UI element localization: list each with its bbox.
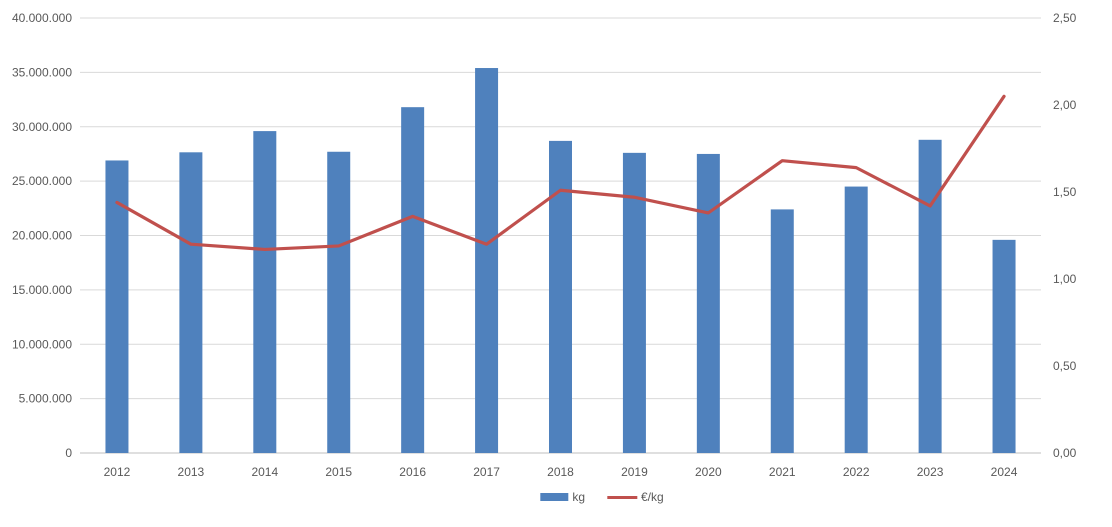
bar-2020 — [696, 153, 720, 453]
right-axis-tick-label: 2,50 — [1053, 11, 1077, 25]
x-axis-label-2018: 2018 — [547, 465, 574, 479]
bar-2014 — [253, 131, 277, 453]
right-axis-tick-label: 1,00 — [1053, 272, 1077, 286]
left-axis-tick-label: 20.000.000 — [12, 229, 72, 243]
right-axis-tick-label: 2,00 — [1053, 98, 1077, 112]
x-axis-label-2016: 2016 — [399, 465, 426, 479]
left-axis-tick-label: 15.000.000 — [12, 283, 72, 297]
kg-series-swatch — [540, 493, 569, 501]
x-axis-label-2015: 2015 — [325, 465, 352, 479]
legend-label-kg: kg — [572, 490, 585, 504]
x-axis-label-2023: 2023 — [917, 465, 944, 479]
bar-2023 — [918, 139, 942, 454]
x-axis-label-2024: 2024 — [991, 465, 1018, 479]
bar-2022 — [844, 186, 868, 453]
left-axis-tick-label: 30.000.000 — [12, 120, 72, 134]
left-axis-tick-label: 10.000.000 — [12, 337, 72, 351]
right-axis-tick-label: 0,50 — [1053, 359, 1077, 373]
x-axis-label-2012: 2012 — [104, 465, 131, 479]
x-axis-label-2022: 2022 — [843, 465, 870, 479]
x-axis-label-2019: 2019 — [621, 465, 648, 479]
x-axis-label-2021: 2021 — [769, 465, 796, 479]
eur-per-kg-line — [115, 94, 1006, 252]
legend-item-kg: kg — [540, 490, 585, 504]
bar-2018 — [549, 140, 572, 453]
right-axis-tick-label: 1,50 — [1053, 185, 1077, 199]
legend-item-eur-per-kg: €/kg — [607, 490, 664, 504]
x-axis-label-2013: 2013 — [178, 465, 205, 479]
left-axis-tick-label: 25.000.000 — [12, 174, 72, 188]
right-axis-tick-label: 0,00 — [1053, 446, 1077, 460]
x-axis-label-2014: 2014 — [251, 465, 278, 479]
left-axis-tick-label: 35.000.000 — [12, 65, 72, 79]
bar-2024 — [992, 239, 1016, 453]
bar-2021 — [770, 209, 794, 453]
x-axis-label-2017: 2017 — [473, 465, 500, 479]
bar-2013 — [179, 152, 203, 453]
left-axis-tick-label: 40.000.000 — [12, 11, 72, 25]
x-axis-label-2020: 2020 — [695, 465, 722, 479]
chart-legend: kg €/kg — [540, 490, 664, 504]
left-axis-tick-label: 5.000.000 — [19, 392, 73, 406]
bar-2019 — [622, 152, 646, 453]
bar-2017 — [475, 68, 499, 454]
legend-label-eur-per-kg: €/kg — [641, 490, 664, 504]
bar-2016 — [401, 107, 425, 454]
left-axis-tick-label: 0 — [65, 446, 72, 460]
bar-2012 — [105, 160, 129, 453]
bar-2015 — [327, 151, 351, 453]
eur-per-kg-series-swatch — [607, 495, 637, 499]
